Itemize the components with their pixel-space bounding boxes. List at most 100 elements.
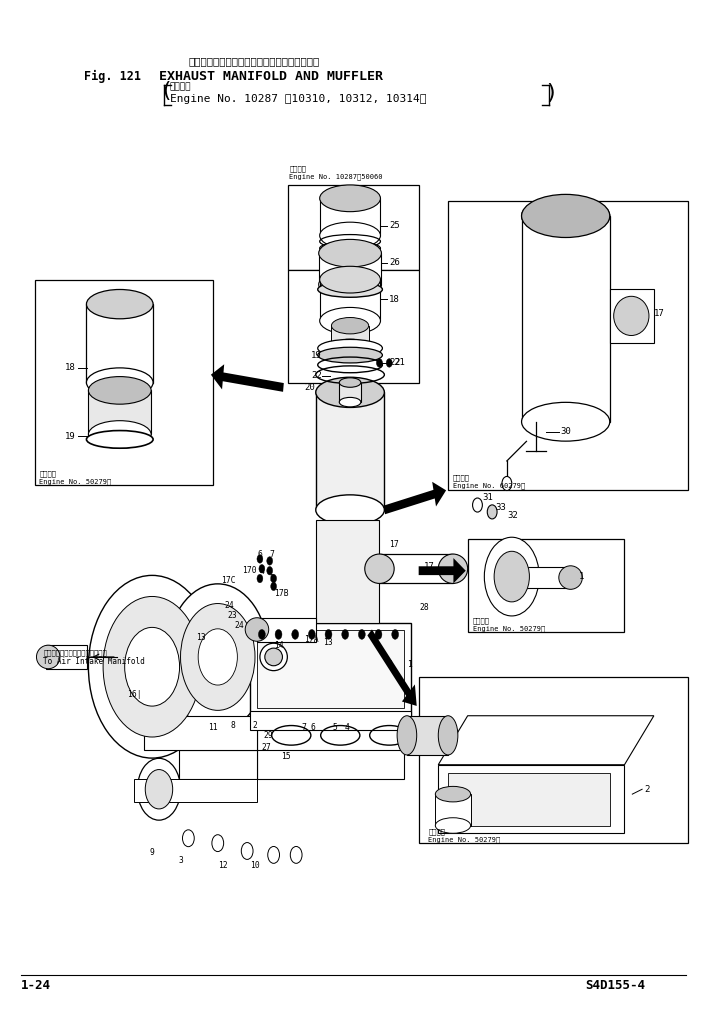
Circle shape [271,574,276,583]
Text: 19: 19 [311,351,322,360]
Bar [320,199,380,235]
Ellipse shape [86,431,153,448]
Text: 23: 23 [228,611,238,621]
Ellipse shape [319,239,382,267]
Text: 25: 25 [390,221,400,230]
Bar [88,390,151,434]
Bar [250,623,411,716]
Text: 適用号機: 適用号機 [289,165,306,172]
Circle shape [182,829,194,847]
Text: 7: 7 [301,723,306,732]
Ellipse shape [320,307,380,335]
Circle shape [167,584,269,730]
Ellipse shape [438,554,467,583]
Circle shape [487,505,497,519]
Ellipse shape [317,282,382,297]
Bar [288,185,419,270]
Ellipse shape [397,716,416,755]
Circle shape [377,359,382,367]
Text: ): ) [544,83,558,103]
Text: 16|: 16| [127,690,141,699]
Ellipse shape [320,267,380,293]
Bar [316,520,380,623]
Circle shape [291,847,302,863]
Text: 適用号機: 適用号機 [170,82,192,91]
Ellipse shape [88,421,151,448]
Bar [380,554,453,583]
Text: 22: 22 [390,358,400,367]
Circle shape [392,630,399,639]
Text: 18: 18 [65,363,76,372]
Ellipse shape [522,195,609,237]
Text: 32: 32 [507,511,518,520]
Bar [288,270,419,382]
Bar [467,539,624,633]
Text: エキゾースト　マニホールド　および　マフラ: エキゾースト マニホールド および マフラ [188,56,320,66]
Bar [436,794,471,825]
Text: 18: 18 [390,295,400,304]
Text: 27: 27 [262,742,271,751]
Text: 6: 6 [311,723,316,732]
Text: 17B: 17B [274,589,288,597]
Bar [35,280,213,486]
Text: 33: 33 [495,503,506,511]
Ellipse shape [339,378,361,387]
Circle shape [241,843,253,860]
Text: 8: 8 [230,721,235,730]
Circle shape [267,557,273,565]
Bar [339,382,361,403]
Circle shape [259,630,265,639]
Ellipse shape [438,716,458,755]
Circle shape [268,847,279,863]
Text: 7: 7 [269,550,274,559]
Text: Engine No. 10287 〜10310, 10312, 10314〜: Engine No. 10287 〜10310, 10312, 10314〜 [170,94,426,104]
Bar [179,750,257,780]
Bar [609,289,654,344]
FancyArrow shape [419,558,466,583]
Text: 17: 17 [654,309,665,318]
Text: 適用号機: 適用号機 [428,828,445,835]
Bar [512,567,571,588]
Ellipse shape [37,645,60,668]
Text: 1: 1 [578,572,584,581]
Text: 適用号機: 適用号機 [453,475,470,481]
Circle shape [375,630,382,639]
Text: 28: 28 [420,603,429,612]
Bar [250,711,411,730]
Text: Engine No. 50279〜: Engine No. 50279〜 [428,836,501,843]
Circle shape [212,835,223,852]
Text: 5: 5 [332,723,337,732]
Circle shape [180,603,255,711]
Text: 17: 17 [423,563,434,571]
Circle shape [472,498,482,512]
Bar [144,716,257,750]
FancyArrow shape [211,364,284,391]
Circle shape [198,629,238,685]
Ellipse shape [245,618,269,641]
Text: 17A: 17A [304,635,319,644]
Text: 3: 3 [179,856,183,865]
Bar [332,325,368,347]
Ellipse shape [332,317,368,334]
Ellipse shape [522,197,609,235]
Text: 適用号機: 適用号機 [40,470,57,477]
Text: 4: 4 [260,567,265,576]
Ellipse shape [522,403,609,441]
Text: 適用号機: 適用号機 [472,618,489,624]
Text: Engine No. 60279〜: Engine No. 60279〜 [453,482,525,489]
Ellipse shape [320,185,380,212]
Circle shape [341,630,349,639]
Text: 170: 170 [243,566,257,575]
Bar [438,765,624,834]
Text: Fig. 121: Fig. 121 [83,70,141,83]
Text: 4: 4 [344,723,349,732]
Circle shape [257,555,263,563]
Ellipse shape [332,339,368,356]
Text: 30: 30 [561,427,571,436]
Text: EXHAUST MANIFOLD AND MUFFLER: EXHAUST MANIFOLD AND MUFFLER [159,70,383,83]
Bar [448,773,609,825]
Text: 2: 2 [644,785,650,794]
Circle shape [271,582,276,590]
Circle shape [259,565,265,573]
Ellipse shape [86,289,153,318]
